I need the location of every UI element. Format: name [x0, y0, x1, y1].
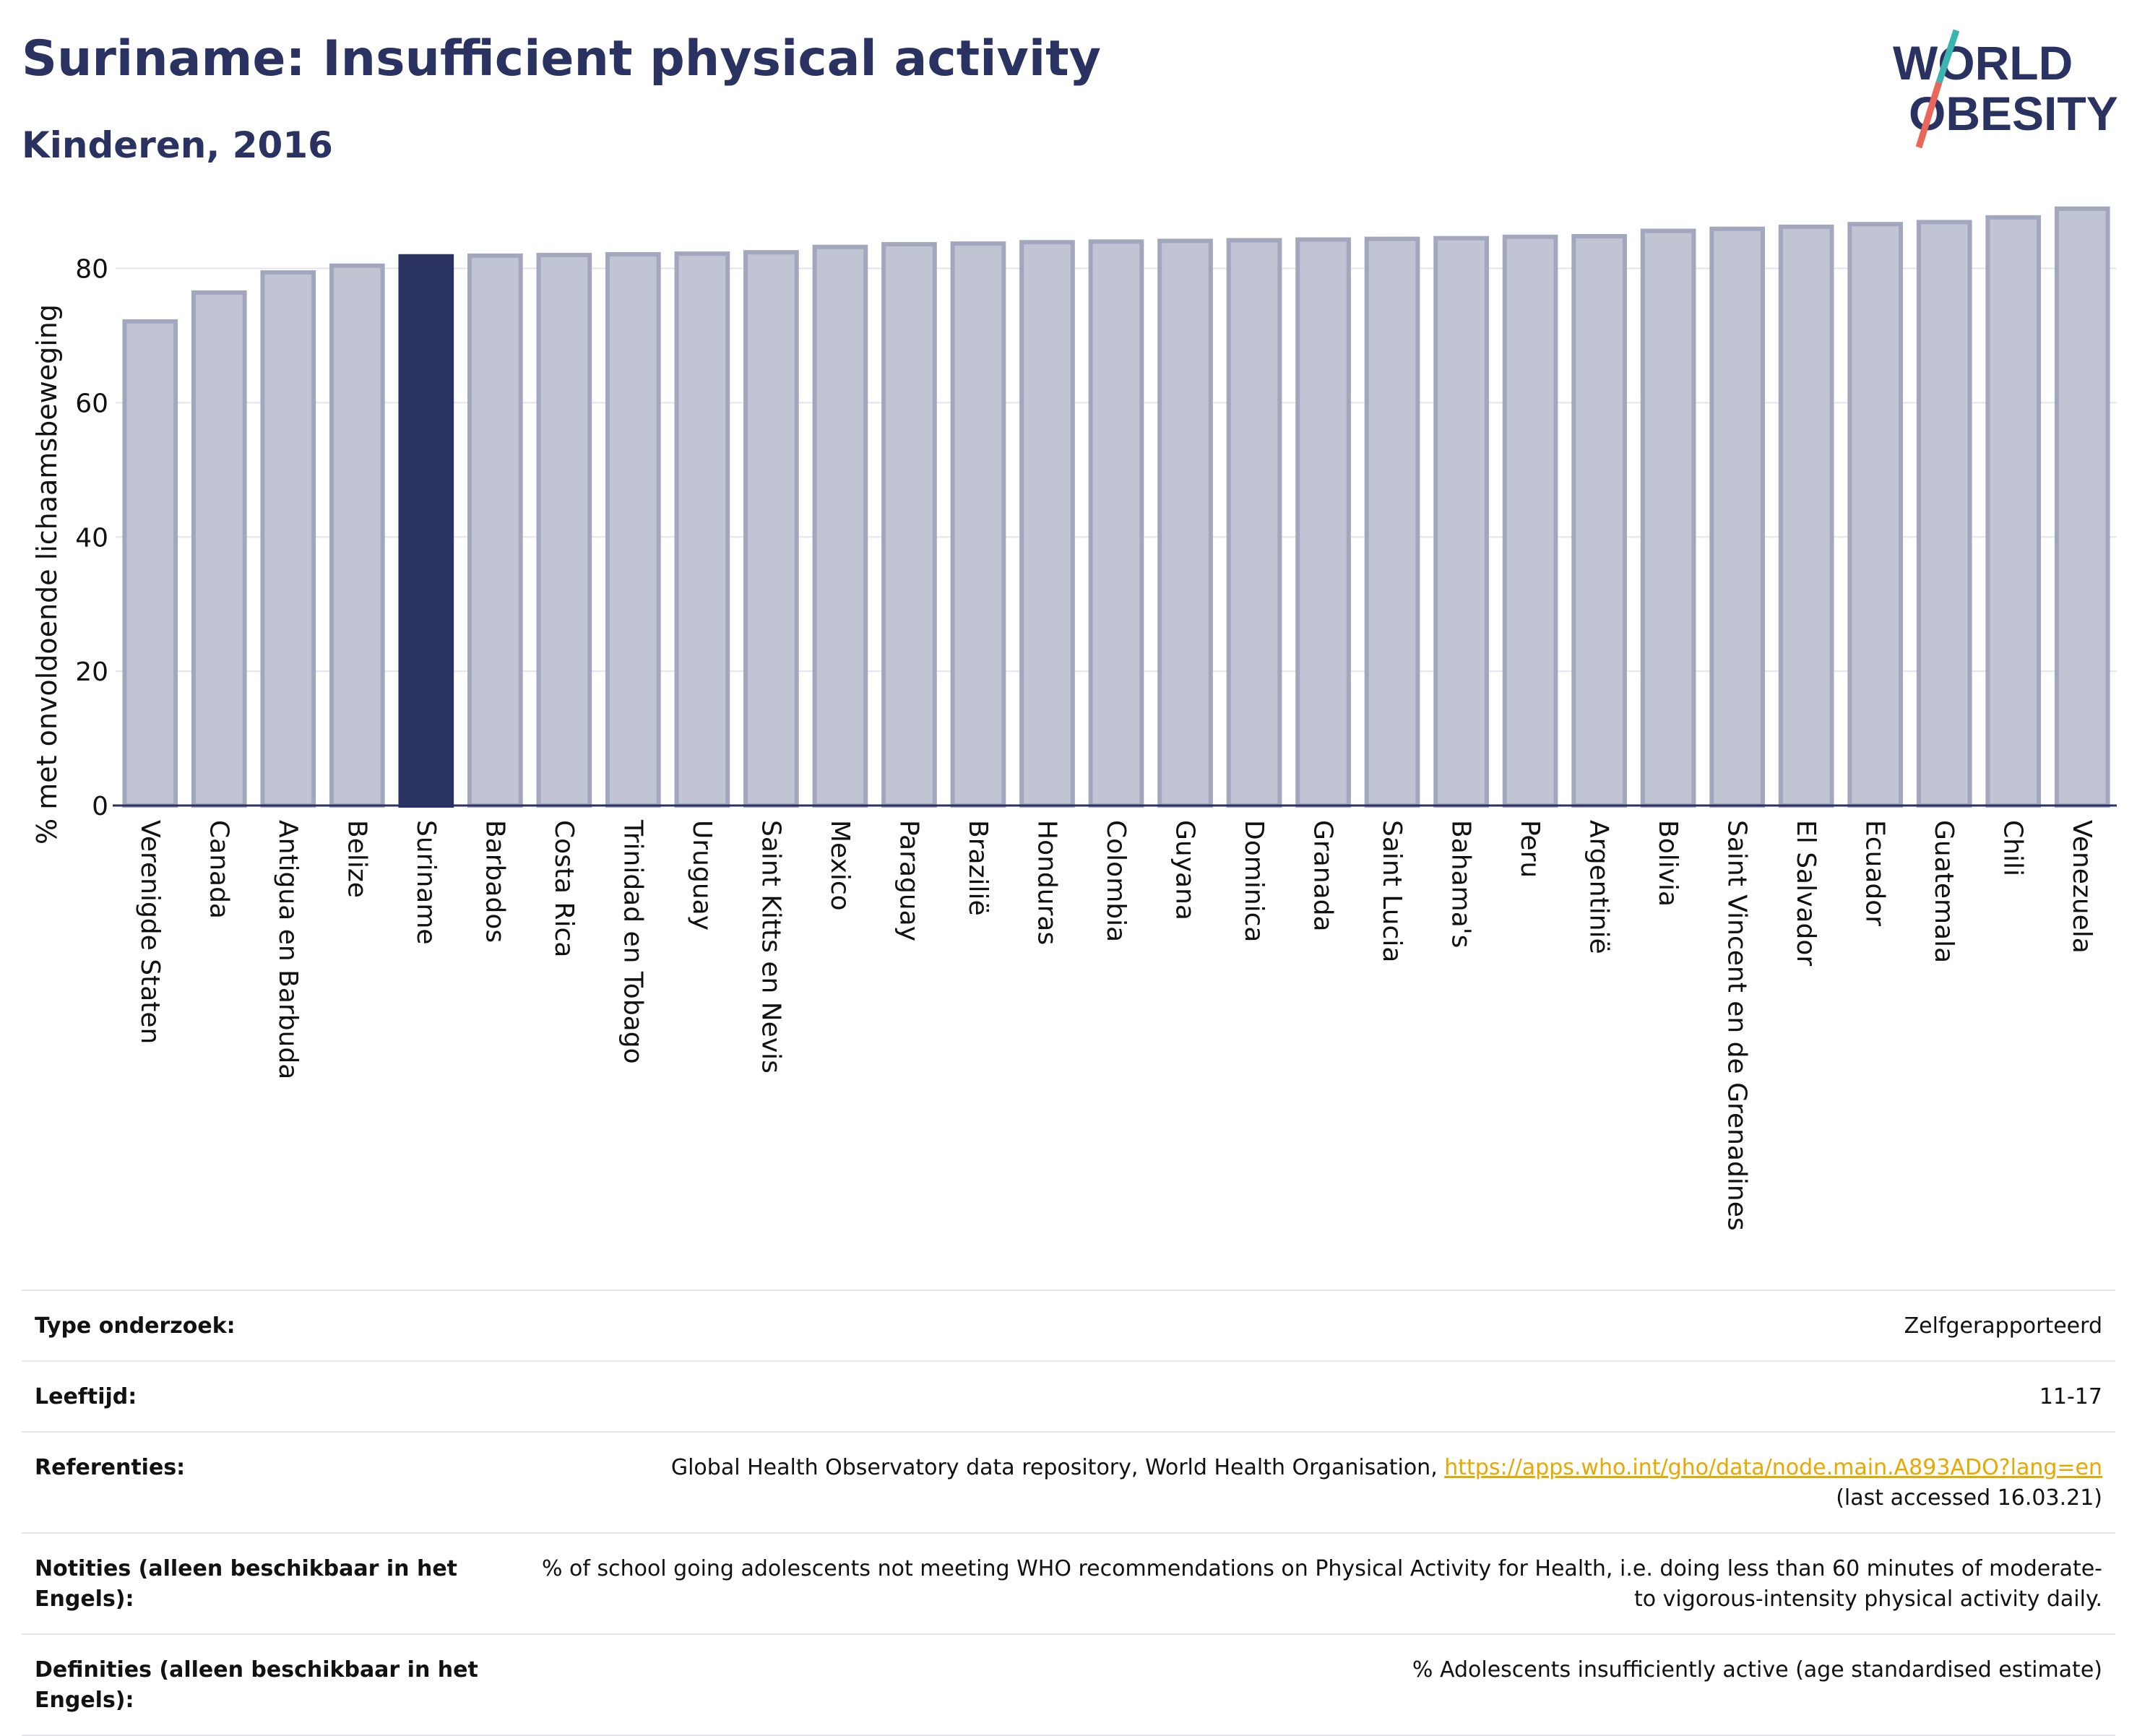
info-label: Referenties:	[35, 1455, 186, 1480]
bar	[1502, 234, 1558, 808]
info-row-definitions: Definities (alleen beschikbaar in het En…	[22, 1633, 2115, 1736]
bar	[674, 251, 730, 808]
info-value: % Adolescents insufficiently active (age…	[1412, 1657, 2102, 1683]
logo-line1: WORLD	[1893, 36, 2073, 90]
x-tick-label: Suriname	[411, 820, 441, 945]
bar	[536, 252, 592, 808]
info-table: Type onderzoek: Zelfgerapporteerd Leefti…	[22, 1290, 2115, 1736]
page-subtitle: Kinderen, 2016	[22, 124, 333, 166]
bar	[1226, 238, 1282, 808]
x-tick-label: Trinidad en Tobago	[618, 819, 647, 1064]
x-tick-label: Paraguay	[894, 820, 923, 941]
info-label: Notities (alleen beschikbaar in het Enge…	[35, 1556, 458, 1612]
info-value: % of school going adolescents not meetin…	[541, 1556, 2102, 1612]
bar	[467, 253, 523, 808]
reference-link[interactable]: https://apps.who.int/gho/data/node.main.…	[1444, 1455, 2102, 1480]
bar	[1157, 238, 1213, 808]
info-row-type: Type onderzoek: Zelfgerapporteerd	[22, 1290, 2115, 1360]
y-tick-label: 20	[75, 657, 108, 687]
x-tick-label: Argentinië	[1584, 820, 1614, 954]
page-title: Suriname: Insufficient physical activity	[22, 30, 1101, 87]
x-tick-label: Brazilië	[963, 820, 993, 916]
y-tick-label: 60	[75, 389, 108, 418]
bar	[1571, 233, 1627, 808]
y-tick-label: 80	[75, 255, 108, 285]
bar	[1916, 220, 1972, 808]
x-tick-label: Belize	[342, 820, 371, 898]
bar	[2054, 206, 2110, 808]
info-label: Type onderzoek:	[35, 1313, 236, 1339]
reference-accessed: (last accessed 16.03.21)	[1836, 1485, 2102, 1511]
bar	[191, 290, 247, 808]
world-obesity-logo: WORLD OBESITY	[1893, 29, 2118, 149]
x-tick-label: Antigua en Barbuda	[273, 820, 303, 1079]
x-tick-label: Venezuela	[2067, 820, 2097, 954]
bar	[1019, 240, 1075, 808]
x-tick-label: Saint Kitts en Nevis	[756, 820, 785, 1074]
info-row-references: Referenties: Global Health Observatory d…	[22, 1431, 2115, 1532]
bar	[950, 241, 1006, 808]
bar	[1295, 237, 1351, 808]
x-tick-label: Barbados	[480, 820, 509, 943]
x-tick-label: Mexico	[825, 820, 855, 911]
reference-text: Global Health Observatory data repositor…	[670, 1455, 1445, 1480]
bar	[743, 250, 799, 808]
bar	[1433, 236, 1489, 808]
info-row-notes: Notities (alleen beschikbaar in het Enge…	[22, 1532, 2115, 1633]
bar	[812, 244, 868, 808]
x-tick-label: Ecuador	[1860, 820, 1890, 926]
bar-chart: 0 20 40 60 80 Verenigde Staten Canada Antigua e…	[0, 188, 2137, 1271]
logo-line2: OBESITY	[1909, 87, 2118, 140]
info-value: Global Health Observatory data repositor…	[497, 1453, 2102, 1513]
y-tick-label: 40	[75, 523, 108, 553]
bar	[1640, 228, 1696, 808]
bar	[260, 270, 316, 808]
bar	[1778, 224, 1834, 808]
x-tick-label: Bolivia	[1653, 820, 1683, 907]
info-value: Zelfgerapporteerd	[1904, 1313, 2102, 1339]
bar	[1364, 236, 1420, 808]
x-tick-label: Guatemala	[1929, 820, 1959, 963]
x-tick-label: Dominica	[1239, 820, 1269, 943]
logo-slash-bottom	[1915, 81, 1943, 149]
chart-svg: 0 20 40 60 80 Verenigde Staten Canada Antigua e…	[75, 206, 2117, 1231]
x-tick-label: Uruguay	[687, 820, 717, 930]
x-tick-label: Saint Lucia	[1377, 820, 1407, 962]
x-tick-label: Honduras	[1032, 820, 1061, 945]
bar	[329, 263, 385, 808]
x-tick-label: Granada	[1308, 820, 1338, 932]
x-tick-label: Costa Rica	[549, 820, 579, 957]
y-axis-label: % met onvoldoende lichaamsbeweging	[31, 304, 63, 845]
bar	[1088, 239, 1144, 808]
x-tick-label: Bahama's	[1446, 820, 1476, 948]
x-tick-label: Colombia	[1101, 820, 1131, 942]
x-tick-label: Peru	[1515, 820, 1545, 878]
info-row-age: Leeftijd: 11-17	[22, 1360, 2115, 1431]
x-tick-label: Verenigde Staten	[135, 820, 165, 1044]
x-tick-label: El Salvador	[1791, 820, 1821, 966]
bar	[1985, 215, 2042, 808]
x-tick-label: Guyana	[1170, 820, 1200, 920]
info-label: Definities (alleen beschikbaar in het En…	[35, 1657, 478, 1713]
info-label: Leeftijd:	[35, 1384, 137, 1409]
bar	[398, 254, 454, 808]
x-tick-label: Saint Vincent en de Grenadines	[1722, 820, 1752, 1231]
logo-slash-top	[1935, 29, 1960, 84]
bar	[1709, 226, 1765, 808]
bar	[1847, 222, 1904, 808]
y-tick-label: 0	[92, 792, 108, 821]
x-tick-label: Chili	[1998, 820, 2028, 876]
bar	[122, 319, 178, 808]
bar	[605, 252, 661, 808]
info-value: 11-17	[2039, 1384, 2102, 1409]
bar	[881, 242, 937, 808]
x-tick-label: Canada	[204, 820, 233, 919]
